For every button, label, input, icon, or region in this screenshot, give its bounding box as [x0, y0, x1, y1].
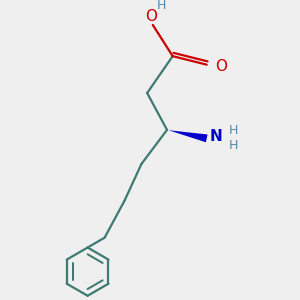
Text: N: N: [210, 130, 223, 145]
Text: O: O: [146, 9, 158, 24]
Text: H: H: [229, 124, 238, 137]
Text: H: H: [157, 0, 167, 12]
Text: O: O: [214, 59, 226, 74]
Polygon shape: [168, 130, 208, 142]
Text: H: H: [229, 139, 238, 152]
